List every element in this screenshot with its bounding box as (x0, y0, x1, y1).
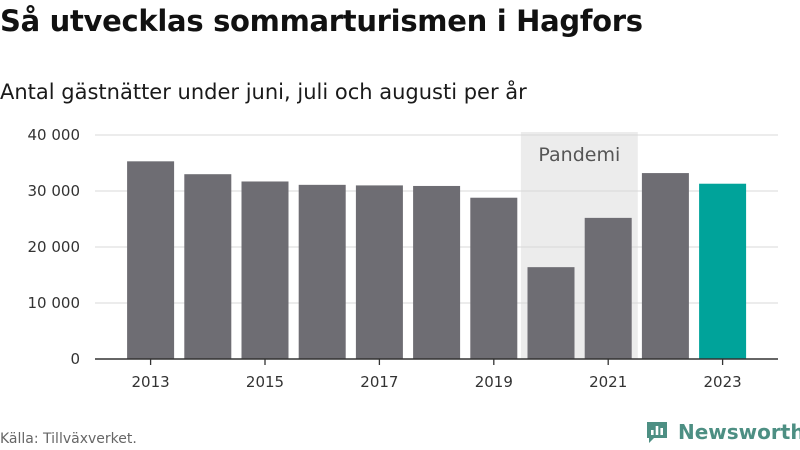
bar-2023 (699, 183, 747, 359)
newsworthy-logo-icon (647, 422, 667, 443)
bar-2021 (584, 217, 632, 359)
y-tick-label: 30 000 (28, 182, 81, 200)
y-tick-label: 20 000 (28, 238, 81, 256)
x-tick-label: 2015 (246, 373, 284, 391)
bar-chart: Pandemi 0 10 000 20 000 30 000 40 000 2013 201… (28, 126, 778, 391)
axis-layer (95, 358, 778, 365)
x-tick-label: 2013 (132, 373, 170, 391)
y-tick-label: 0 (70, 350, 80, 368)
brand-name: Newsworthy (678, 420, 800, 444)
x-tick-label: 2017 (360, 373, 398, 391)
x-tick-label: 2019 (475, 373, 513, 391)
bar-2020 (527, 267, 575, 359)
brand-logo: Newsworthy (644, 419, 800, 445)
label-layer: 0 10 000 20 000 30 000 40 000 2013 2015 2017 201… (28, 126, 742, 391)
bar-2018 (413, 185, 461, 359)
chart-title: Så utvecklas sommarturismen i Hagfors (0, 4, 643, 38)
bar-layer (127, 161, 747, 359)
bar-2017 (355, 185, 403, 359)
bar-2015 (241, 181, 289, 359)
y-tick-label: 10 000 (28, 294, 81, 312)
bar-2019 (470, 197, 518, 359)
bar-2014 (184, 174, 232, 359)
source-note: Källa: Tillväxverket. (0, 431, 137, 447)
pandemic-label: Pandemi (538, 144, 620, 166)
x-tick-label: 2021 (589, 373, 627, 391)
bar-2013 (127, 161, 175, 359)
x-tick-label: 2023 (704, 373, 742, 391)
bar-2016 (298, 184, 346, 359)
bar-2022 (641, 173, 689, 359)
y-tick-label: 40 000 (28, 126, 81, 144)
chart-subtitle: Antal gästnätter under juni, juli och au… (0, 80, 527, 104)
